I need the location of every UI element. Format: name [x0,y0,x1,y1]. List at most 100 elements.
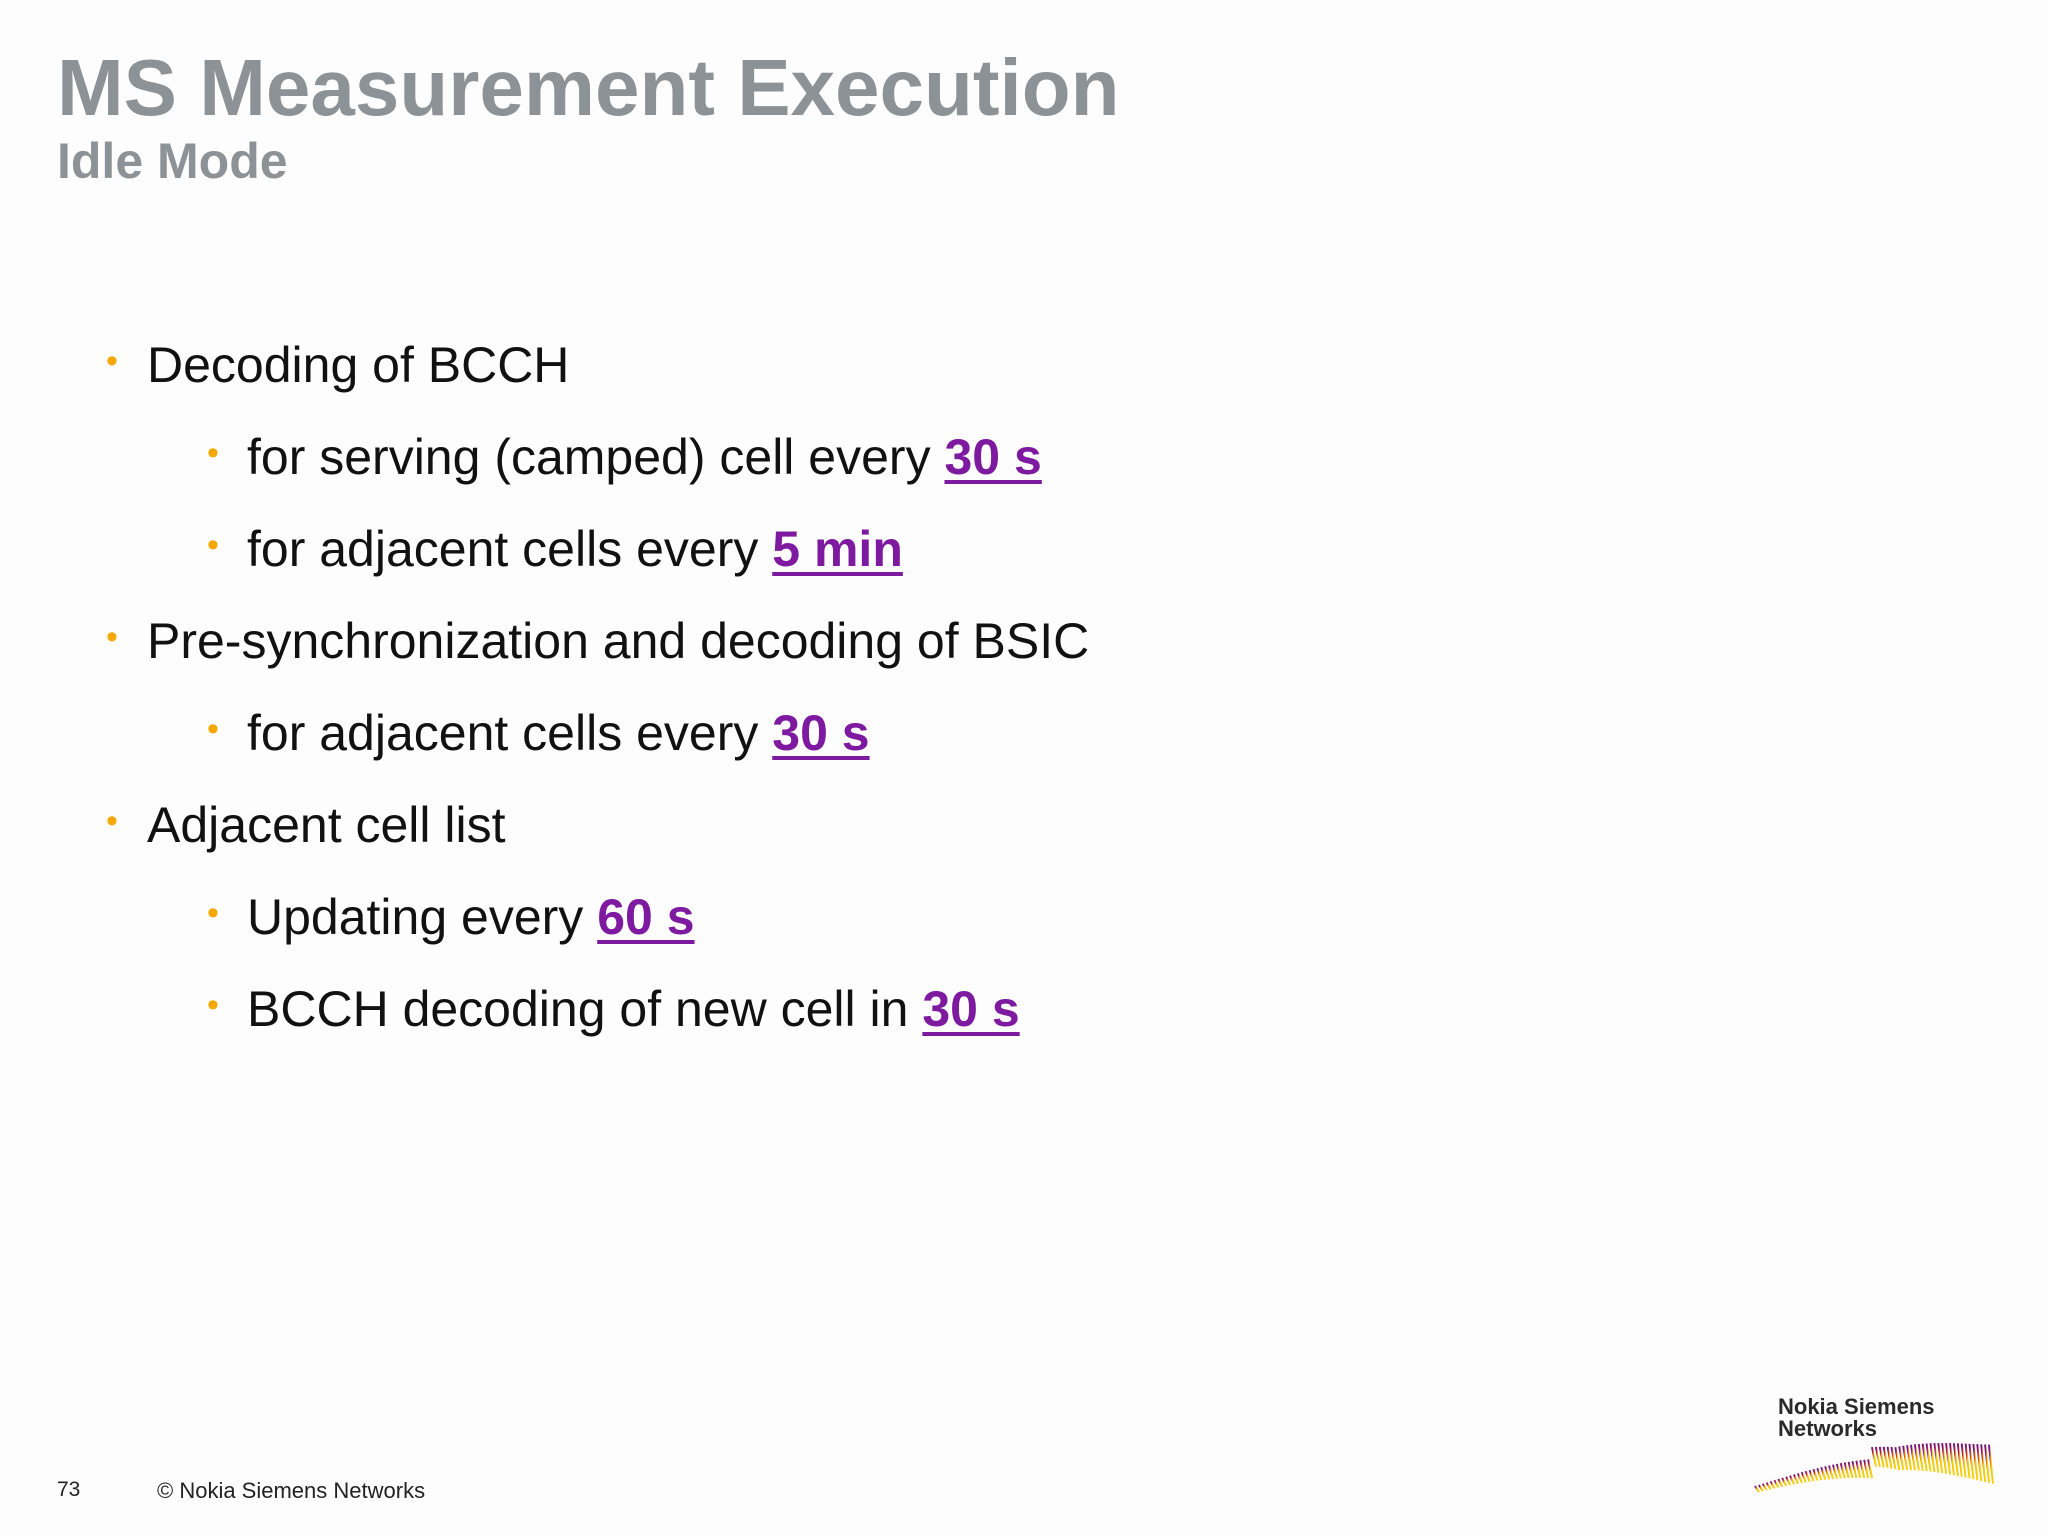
logo-wave-stroke [1816,1467,1823,1481]
logo-wave-stroke [1789,1475,1796,1485]
logo-wave-stroke [1976,1444,1983,1482]
bullet-text: Updating every [247,889,584,945]
bullet-text: for adjacent cells every [247,705,759,761]
bullet-item: • for adjacent cells every 5 min [207,520,903,578]
bullet-emphasis-link[interactable]: 30 s [772,705,870,761]
logo-wave-stroke [1941,1442,1948,1474]
logo-wave-stroke [1968,1443,1975,1480]
logo-wave-stroke [1812,1468,1819,1481]
bullet-dot-icon: • [106,618,118,656]
logo-wave-stroke [1824,1466,1831,1480]
logo-wave-stroke [1874,1446,1881,1468]
logo-wave-stroke [1796,1472,1803,1484]
bullet-text: for serving (camped) cell every [247,429,931,485]
logo-wave-stroke [1980,1444,1987,1483]
bullet-text: BCCH decoding of new cell in [247,981,909,1037]
logo-line-2: Networks [1778,1416,1878,1441]
logo-wave-stroke [1765,1482,1772,1490]
bullet-dot-icon: • [207,710,219,748]
logo-wave-stroke [1906,1445,1913,1471]
bullet-emphasis-link[interactable]: 60 s [597,889,695,945]
logo-wave-stroke [1855,1460,1862,1479]
logo-wave-stroke [1937,1442,1944,1474]
logo-wave-stroke [1785,1476,1792,1486]
logo-wave-stroke [1917,1443,1924,1471]
logo-wave-stroke [1933,1443,1940,1473]
bullet-item: • Updating every 60 s [207,888,695,946]
bullet-item: • Pre-synchronization and decoding of BS… [106,612,1089,670]
bullet-text: Decoding of BCCH [147,337,570,393]
nokia-siemens-logo: Nokia Siemens Networks [1750,1390,2000,1510]
bullet-dot-icon: • [207,526,219,564]
bullet-text: Pre-synchronization and decoding of BSIC [147,613,1090,669]
logo-wave-stroke [1984,1444,1991,1483]
logo-wave-stroke [1910,1444,1916,1471]
bullet-item: • for adjacent cells every 30 s [207,704,870,762]
slide-title: MS Measurement Execution [57,43,1120,132]
logo-wave-stroke [1886,1446,1893,1469]
logo-wave-stroke [1781,1477,1788,1487]
slide-subtitle: Idle Mode [57,133,288,189]
logo-wave-stroke [1828,1465,1835,1480]
logo-wave-stroke [1988,1444,1994,1484]
logo-wave-stroke [1769,1480,1776,1489]
logo-wave-stroke [1863,1459,1870,1479]
bullet-item: • for serving (camped) cell every 30 s [207,428,1042,486]
logo-wave-stroke [1890,1446,1897,1470]
logo-wave-stroke [1761,1483,1768,1491]
logo-wave-stroke [1929,1443,1936,1473]
logo-wave-stroke [1839,1462,1846,1479]
logo-wave-stroke [1871,1446,1877,1467]
bullet-item: • BCCH decoding of new cell in 30 s [207,980,1020,1038]
logo-wave-stroke [1949,1443,1955,1476]
logo-wave-stroke [1851,1461,1858,1479]
logo-wave-stroke [1898,1446,1905,1471]
logo-wave-stroke [1758,1484,1764,1492]
bullet-emphasis-link[interactable]: 30 s [944,429,1042,485]
bullet-text: Adjacent cell list [147,797,506,853]
logo-wave-stroke [1808,1469,1815,1482]
logo-wave-stroke [1952,1443,1959,1477]
logo-wave-stroke [1835,1463,1842,1479]
bullet-emphasis-link[interactable]: 30 s [922,981,1020,1037]
bullet-dot-icon: • [106,342,118,380]
logo-wave-stroke [1793,1474,1799,1485]
logo-wave-stroke [1925,1443,1932,1472]
bullet-emphasis-link[interactable]: 5 min [772,521,903,577]
logo-line-1: Nokia Siemens [1778,1394,1935,1419]
logo-wave-stroke [1964,1443,1971,1479]
bullet-dot-icon: • [207,894,219,932]
logo-text: Nokia Siemens Networks [1778,1396,1935,1440]
bullet-item: • Adjacent cell list [106,796,506,854]
logo-wave-stroke [1820,1466,1827,1480]
logo-wave-stroke [1832,1464,1838,1479]
logo-wave-stroke [1800,1471,1807,1483]
logo-wave-stroke [1921,1443,1928,1472]
logo-wave-stroke [1773,1479,1780,1489]
logo-wave-stroke [1754,1485,1760,1493]
bullet-dot-icon: • [207,986,219,1024]
page-number: 73 [57,1478,81,1501]
logo-wave-stroke [1882,1446,1889,1469]
bullet-item: • Decoding of BCCH [106,336,569,394]
logo-wave-stroke [1843,1462,1850,1479]
logo-wave-stroke [1867,1459,1874,1479]
bullet-text: for adjacent cells every [247,521,759,577]
logo-wave-stroke [1777,1478,1784,1488]
logo-wave-stroke [1972,1443,1979,1481]
logo-wave-stroke [1894,1446,1901,1471]
logo-wave-icon [1754,1442,1994,1493]
logo-wave-stroke [1956,1443,1963,1477]
bullet-dot-icon: • [207,434,219,472]
logo-wave-stroke [1859,1460,1866,1479]
logo-wave-stroke [1960,1443,1967,1478]
logo-wave-stroke [1902,1445,1909,1471]
logo-wave-stroke [1878,1446,1885,1468]
bullet-dot-icon: • [106,802,118,840]
logo-wave-stroke [1945,1442,1952,1475]
copyright-text: © Nokia Siemens Networks [157,1478,426,1503]
logo-wave-stroke [1913,1444,1920,1471]
logo-wave-stroke [1847,1461,1854,1479]
logo-wave-stroke [1804,1470,1811,1483]
